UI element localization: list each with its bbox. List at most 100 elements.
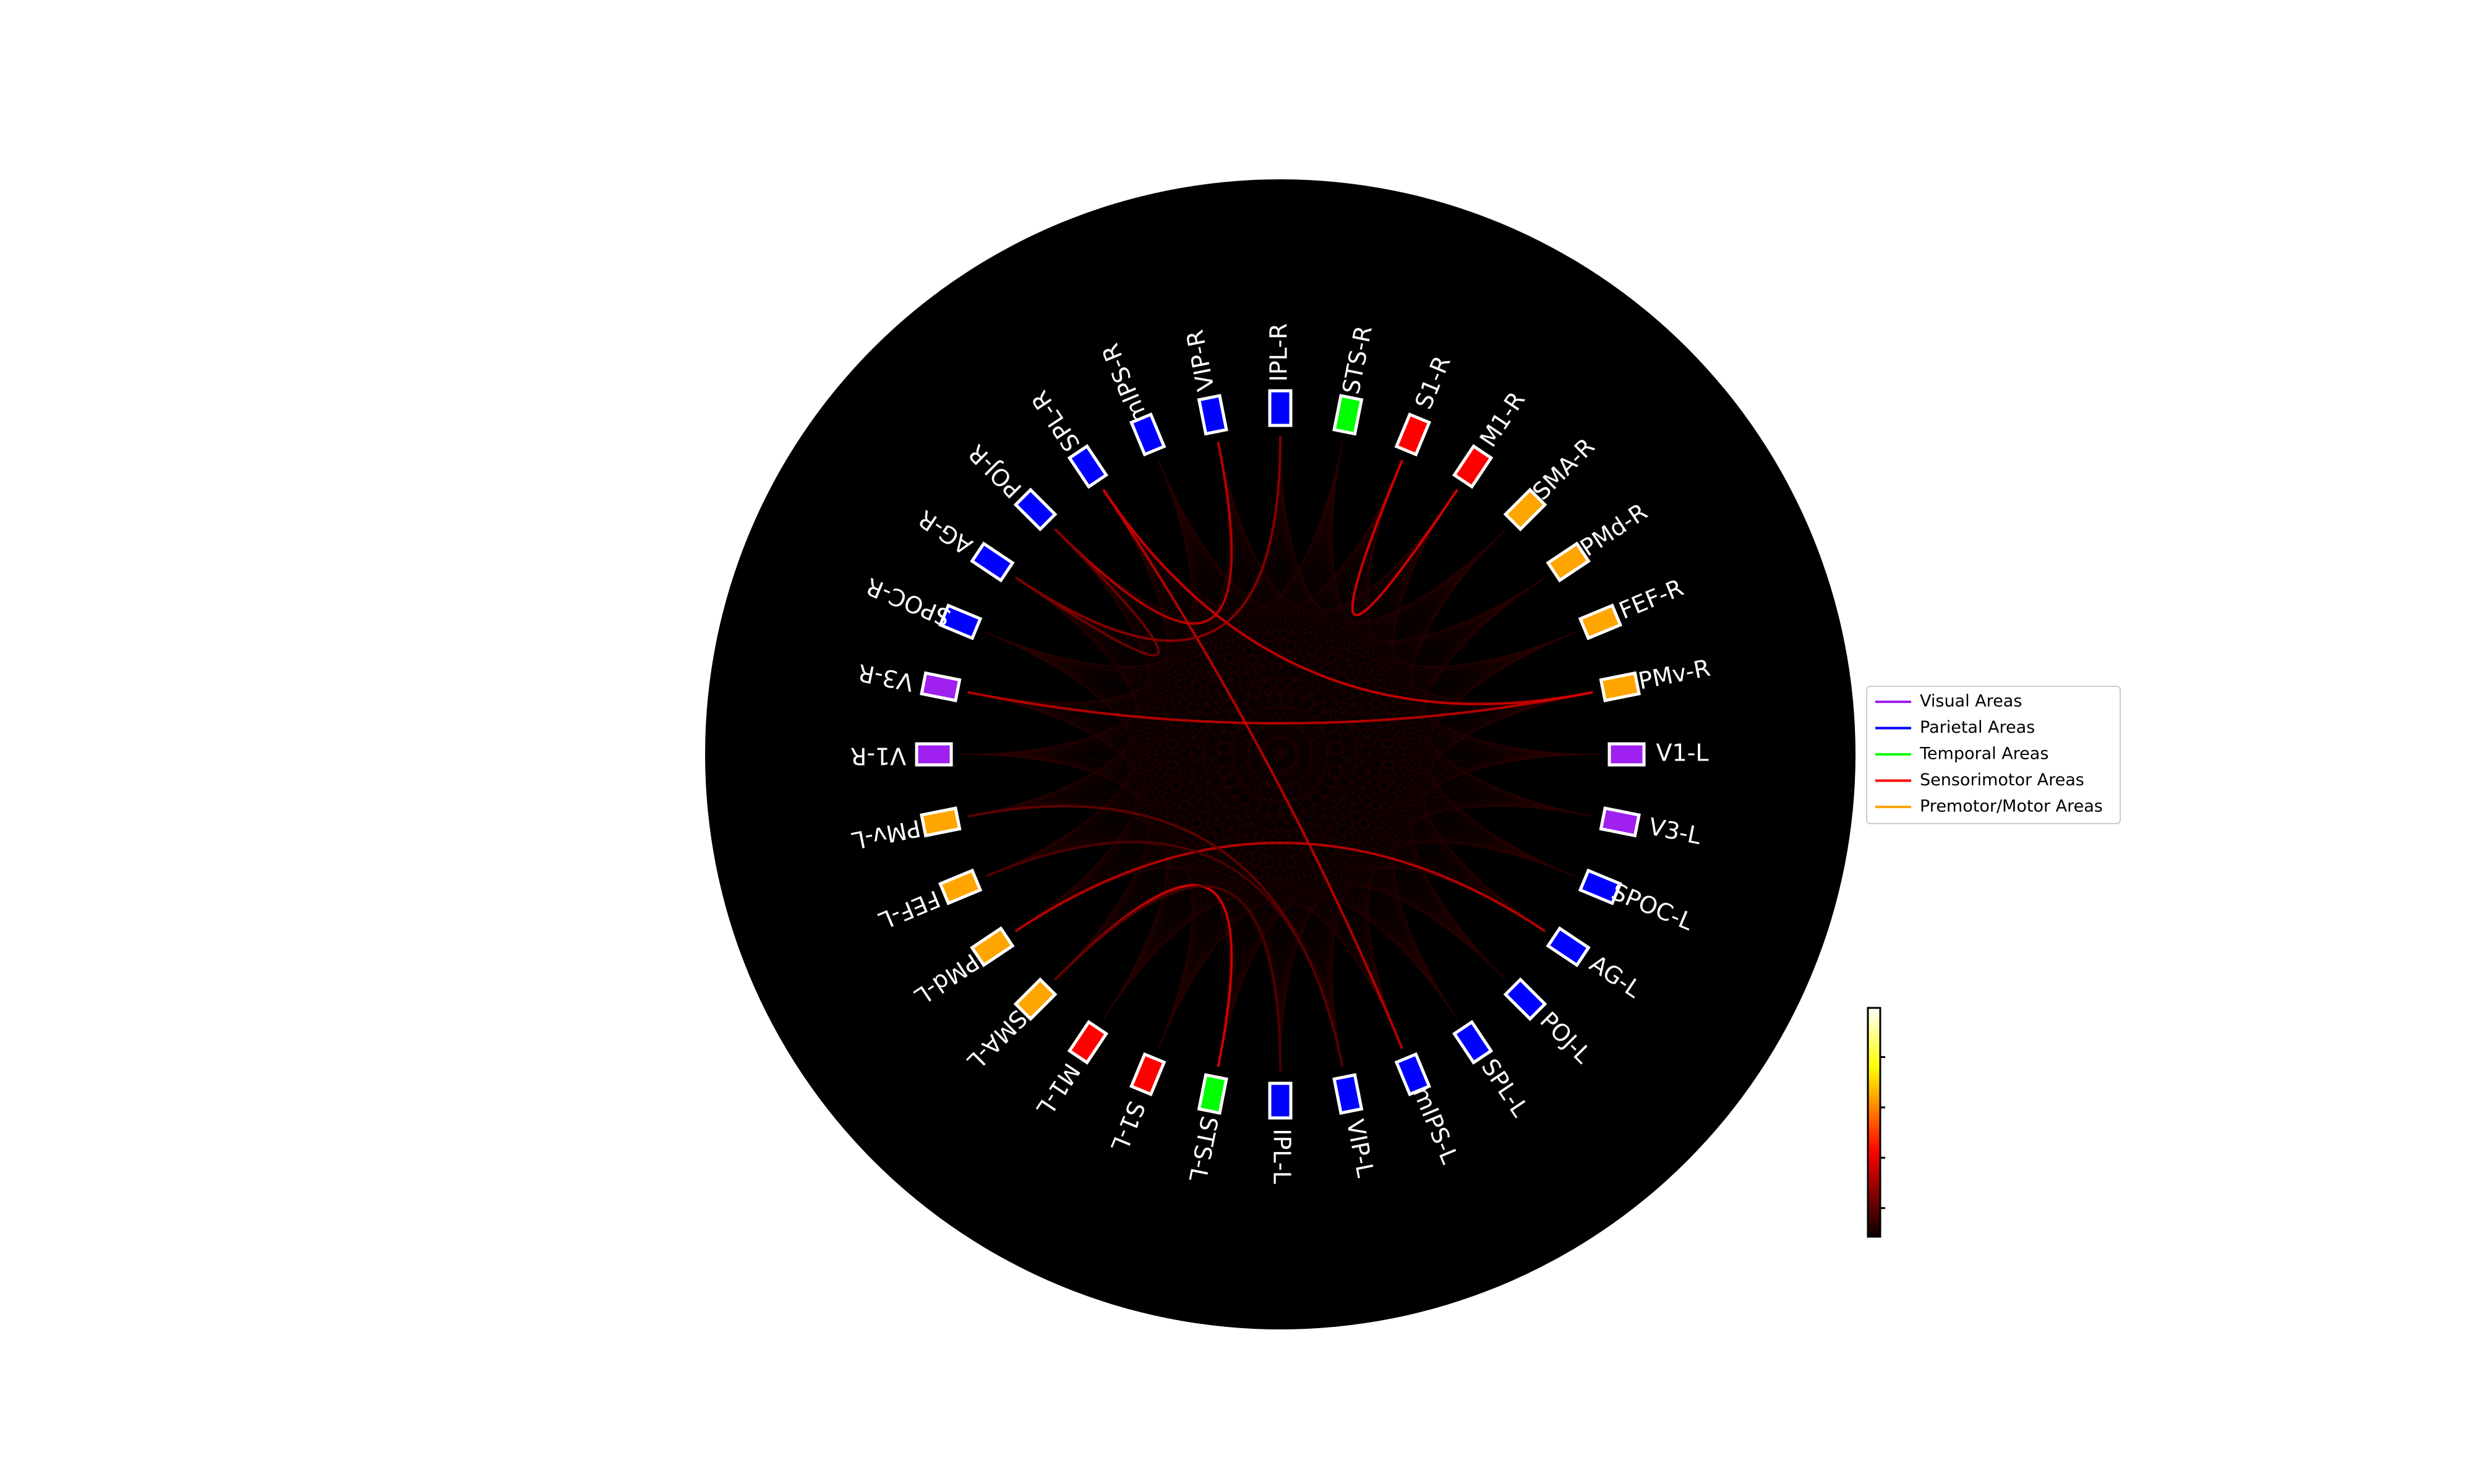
node-mIPS-R xyxy=(1129,412,1166,457)
weak-connection xyxy=(1103,489,1593,817)
weak-connection xyxy=(1432,754,1599,877)
weak-connection xyxy=(1217,441,1575,668)
weak-connection xyxy=(1157,459,1403,608)
weak-connection xyxy=(961,754,1128,877)
weak-connection xyxy=(1325,897,1458,1067)
weak-connection xyxy=(1351,893,1458,1049)
weak-connection xyxy=(967,754,1599,817)
weak-connection xyxy=(1217,441,1343,1067)
weak-connection xyxy=(1217,441,1250,1067)
weak-connection xyxy=(985,577,1142,683)
weak-connection xyxy=(1217,911,1281,1073)
weak-connection xyxy=(1157,905,1240,1067)
legend-label: Premotor/Motor Areas xyxy=(1920,797,2103,816)
weak-connection xyxy=(1157,905,1343,1067)
node-AG-R xyxy=(970,541,1015,583)
node-PMd-R xyxy=(1546,541,1591,583)
weak-connection xyxy=(985,631,1230,1067)
weak-connection xyxy=(1217,441,1593,817)
weak-connection xyxy=(967,691,1230,1067)
weak-connection xyxy=(1217,897,1458,1067)
weak-connection xyxy=(1217,441,1506,625)
weak-connection xyxy=(1410,529,1593,707)
weak-connection xyxy=(1367,804,1593,1049)
weak-connection xyxy=(1385,489,1546,932)
weak-connection xyxy=(1431,631,1593,817)
weak-connection xyxy=(1401,577,1546,980)
weak-connection xyxy=(1217,441,1403,603)
weak-connection xyxy=(1217,441,1403,1049)
weak-connection xyxy=(1103,435,1281,611)
weak-connection xyxy=(985,441,1230,668)
weak-connection xyxy=(961,754,1281,1073)
weak-connection xyxy=(967,691,1593,817)
weak-connection xyxy=(1103,459,1403,1020)
weak-connection xyxy=(1157,441,1240,603)
weak-connection xyxy=(961,441,1343,755)
weak-connection xyxy=(985,691,1593,877)
weak-connection xyxy=(1217,441,1599,755)
weak-connection xyxy=(967,459,1403,817)
weak-connection xyxy=(1015,489,1175,932)
weak-connection xyxy=(1157,840,1575,1049)
legend: Visual Areas Parietal Areas Temporal Areas… xyxy=(1866,686,2121,824)
weak-connection xyxy=(1379,489,1506,980)
weak-connection xyxy=(961,577,1546,755)
weak-connection xyxy=(1157,906,1281,1073)
weak-connection xyxy=(1217,489,1458,1067)
weak-connection xyxy=(1157,459,1546,645)
node-IPL-L xyxy=(1268,1081,1293,1120)
weak-connection xyxy=(1423,691,1593,932)
weak-connection xyxy=(985,489,1458,672)
weak-connection xyxy=(1015,577,1546,932)
weak-connection xyxy=(985,441,1230,877)
weak-connection xyxy=(1015,853,1160,980)
weak-connection xyxy=(985,837,1171,1020)
weak-connection xyxy=(961,631,1128,755)
weak-connection xyxy=(1103,529,1506,1020)
legend-label: Visual Areas xyxy=(1920,692,2022,711)
weak-connection xyxy=(1427,631,1575,877)
weak-connection xyxy=(1103,489,1546,932)
node-V1-R xyxy=(915,742,953,767)
weak-connection xyxy=(985,754,1599,877)
node-SPOC-L xyxy=(1578,868,1623,905)
weak-connection xyxy=(1328,884,1506,1067)
weak-connection xyxy=(1015,577,1593,709)
weak-connection xyxy=(1015,577,1599,755)
node-label-V1-L: V1-L xyxy=(1656,740,1708,767)
connection-mIPS-L-SPL-R xyxy=(1102,488,1403,1049)
node-SPL-L xyxy=(1452,1020,1494,1065)
weak-connection xyxy=(1392,529,1506,980)
weak-connection xyxy=(1385,489,1546,649)
weak-connection xyxy=(1311,441,1343,1067)
node-mIPS-L xyxy=(1394,1052,1431,1097)
weak-connection xyxy=(967,577,1546,817)
node-label-IPL-L: IPL-L xyxy=(1269,1128,1296,1184)
weak-connection xyxy=(1280,435,1506,980)
node-STS-R xyxy=(1332,394,1364,436)
weak-connection xyxy=(985,441,1343,877)
weak-connection xyxy=(1055,529,1506,980)
weak-connection xyxy=(1280,906,1403,1073)
weak-connection xyxy=(967,441,1343,704)
node-AG-L xyxy=(1546,926,1591,968)
weak-connection xyxy=(1385,859,1546,1020)
weak-connection xyxy=(967,489,1458,705)
weak-connection xyxy=(1280,435,1403,602)
weak-connection xyxy=(1015,577,1458,1020)
weak-connection xyxy=(1055,489,1182,980)
weak-connection xyxy=(1157,459,1593,817)
weak-connection xyxy=(1157,459,1240,1067)
weak-connection xyxy=(1157,435,1281,1049)
weak-connection xyxy=(1103,489,1343,1067)
weak-connection xyxy=(1366,459,1575,877)
weak-connection xyxy=(1103,459,1209,1020)
weak-connection xyxy=(1280,529,1506,1073)
weak-connection xyxy=(1280,577,1546,1073)
weak-connection xyxy=(961,459,1193,755)
weak-connection xyxy=(1410,529,1593,817)
weak-connection xyxy=(961,754,1403,1049)
weak-connection xyxy=(1055,435,1281,980)
